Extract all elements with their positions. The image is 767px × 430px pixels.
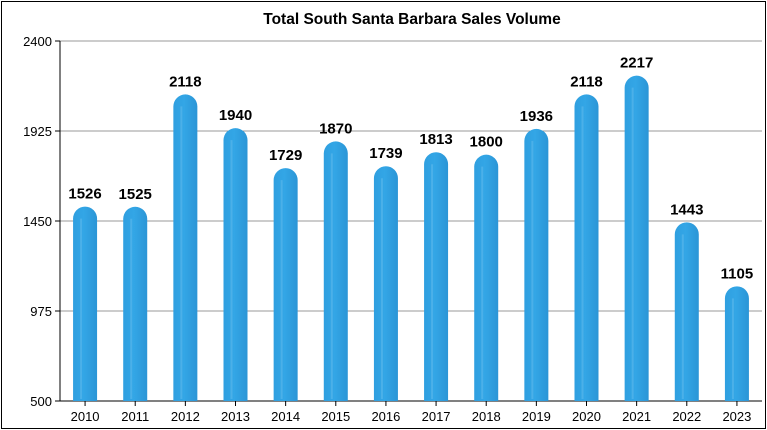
data-label-2023: 1105 — [721, 265, 754, 282]
x-tick-label-2011: 2011 — [121, 409, 149, 424]
bar-2017 — [424, 152, 449, 401]
bar-2021 — [624, 75, 649, 401]
y-tick-label-1: 975 — [30, 304, 52, 319]
y-axis-ticks: 500 975 1450 1925 2400 — [23, 34, 60, 409]
data-label-2022: 1443 — [670, 201, 703, 218]
x-tick-label-2018: 2018 — [472, 409, 501, 424]
data-label-2014: 1729 — [269, 147, 302, 164]
data-label-2018: 1800 — [470, 134, 503, 151]
x-tick-label-2010: 2010 — [71, 409, 100, 424]
x-tick-label-2012: 2012 — [171, 409, 200, 424]
data-label-2011: 1525 — [119, 186, 152, 203]
x-tick-label-2019: 2019 — [522, 409, 551, 424]
x-axis-ticks: 2010 2011 2012 2013 2014 2015 2016 2017 2018 2019… — [71, 401, 751, 424]
y-tick-label-2: 1450 — [23, 214, 52, 229]
bar-2015 — [323, 141, 348, 401]
bar-2010 — [73, 206, 98, 401]
x-tick-label-2022: 2022 — [672, 409, 701, 424]
x-tick-label-2014: 2014 — [271, 409, 300, 424]
x-tick-label-2021: 2021 — [622, 409, 651, 424]
bar-2016 — [373, 166, 398, 401]
bar-2014 — [273, 168, 298, 401]
bar-2023 — [724, 286, 749, 401]
data-label-2013: 1940 — [219, 107, 252, 124]
chart-title: Total South Santa Barbara Sales Volume — [263, 11, 561, 28]
bar-2011 — [123, 206, 148, 401]
bar-2019 — [524, 128, 549, 402]
x-tick-label-2020: 2020 — [572, 409, 601, 424]
bar-2013 — [223, 128, 248, 401]
data-label-2015: 1870 — [319, 120, 352, 137]
bars — [73, 75, 749, 402]
bar-2020 — [574, 94, 599, 401]
data-label-2010: 1526 — [68, 186, 101, 203]
x-tick-label-2016: 2016 — [371, 409, 400, 424]
gridlines — [59, 40, 762, 402]
x-tick-label-2023: 2023 — [722, 409, 751, 424]
bar-2012 — [173, 94, 198, 401]
data-label-2017: 1813 — [419, 131, 452, 148]
data-label-2016: 1739 — [369, 145, 402, 162]
y-tick-label-3: 1925 — [23, 124, 52, 139]
data-label-2012: 2118 — [169, 73, 202, 90]
data-label-2019: 1936 — [520, 108, 553, 125]
x-tick-label-2017: 2017 — [422, 409, 451, 424]
x-tick-label-2013: 2013 — [221, 409, 250, 424]
y-tick-label-4: 2400 — [23, 34, 52, 49]
x-tick-label-2015: 2015 — [321, 409, 350, 424]
y-tick-label-0: 500 — [30, 394, 52, 409]
bar-2022 — [674, 222, 699, 401]
bar-2018 — [474, 154, 499, 401]
data-label-2021: 2217 — [620, 55, 653, 72]
data-label-2020: 2118 — [570, 73, 603, 90]
data-labels: 1526 1525 2118 1940 1729 1870 1739 1813 1800 1936… — [68, 55, 753, 283]
